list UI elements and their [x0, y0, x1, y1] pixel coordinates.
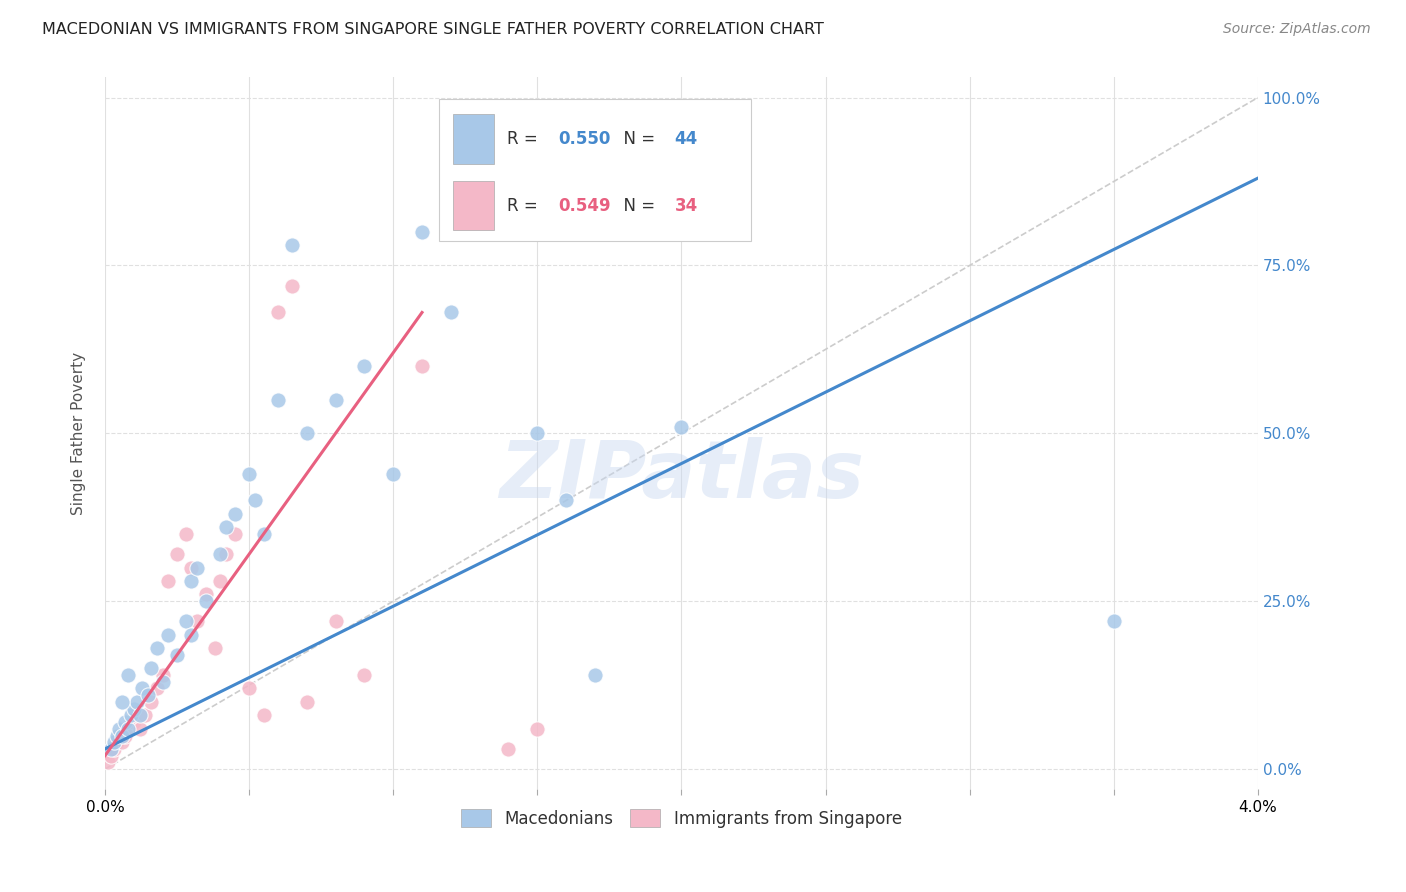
Point	[128, 708, 150, 723]
Text: R =: R =	[508, 129, 543, 148]
Point	[111, 729, 134, 743]
Point	[583, 668, 606, 682]
Point	[353, 668, 375, 682]
Point	[128, 722, 150, 736]
Point	[180, 560, 202, 574]
Point	[111, 695, 134, 709]
Point	[411, 359, 433, 374]
Point	[180, 574, 202, 588]
Point	[194, 594, 217, 608]
Point	[120, 708, 142, 723]
Point	[194, 587, 217, 601]
Point	[1102, 615, 1125, 629]
Point	[146, 681, 169, 696]
Point	[281, 238, 304, 252]
Point	[671, 419, 693, 434]
Point	[382, 467, 405, 481]
Text: N =: N =	[613, 196, 661, 215]
Point	[125, 695, 148, 709]
Bar	[453, 181, 494, 230]
Point	[252, 527, 274, 541]
Point	[252, 708, 274, 723]
Point	[108, 729, 131, 743]
Point	[174, 615, 197, 629]
Point	[295, 426, 318, 441]
Point	[97, 756, 120, 770]
Point	[295, 695, 318, 709]
Point	[186, 560, 208, 574]
Point	[215, 547, 238, 561]
Y-axis label: Single Father Poverty: Single Father Poverty	[72, 351, 86, 515]
Point	[166, 547, 188, 561]
Point	[100, 742, 122, 756]
Text: 34: 34	[675, 196, 697, 215]
Point	[152, 668, 174, 682]
Point	[238, 681, 260, 696]
Point	[498, 742, 520, 756]
Point	[146, 641, 169, 656]
Point	[122, 714, 145, 729]
Point	[114, 729, 136, 743]
Point	[224, 507, 246, 521]
Point	[243, 493, 266, 508]
Point	[526, 426, 548, 441]
Point	[131, 681, 153, 696]
Point	[440, 305, 463, 319]
Point	[111, 735, 134, 749]
Point	[186, 615, 208, 629]
Point	[117, 722, 139, 736]
Point	[353, 359, 375, 374]
Point	[209, 547, 232, 561]
Bar	[453, 114, 494, 163]
Point	[152, 674, 174, 689]
Point	[281, 278, 304, 293]
Point	[166, 648, 188, 662]
Legend: Macedonians, Immigrants from Singapore: Macedonians, Immigrants from Singapore	[454, 803, 908, 834]
Point	[238, 467, 260, 481]
Text: 0.550: 0.550	[558, 129, 610, 148]
Point	[204, 641, 226, 656]
Text: 0.549: 0.549	[558, 196, 610, 215]
Point	[325, 392, 347, 407]
Text: Source: ZipAtlas.com: Source: ZipAtlas.com	[1223, 22, 1371, 37]
Point	[105, 729, 128, 743]
FancyBboxPatch shape	[439, 99, 751, 241]
Text: 44: 44	[675, 129, 697, 148]
Point	[134, 708, 156, 723]
Point	[103, 735, 125, 749]
Point	[139, 695, 162, 709]
Text: MACEDONIAN VS IMMIGRANTS FROM SINGAPORE SINGLE FATHER POVERTY CORRELATION CHART: MACEDONIAN VS IMMIGRANTS FROM SINGAPORE …	[42, 22, 824, 37]
Point	[174, 527, 197, 541]
Point	[114, 714, 136, 729]
Point	[103, 742, 125, 756]
Point	[157, 574, 180, 588]
Point	[215, 520, 238, 534]
Point	[411, 225, 433, 239]
Point	[157, 628, 180, 642]
Point	[117, 722, 139, 736]
Point	[122, 701, 145, 715]
Point	[526, 722, 548, 736]
Point	[180, 628, 202, 642]
Point	[136, 688, 159, 702]
Point	[108, 722, 131, 736]
Point	[117, 668, 139, 682]
Point	[555, 493, 578, 508]
Point	[267, 305, 290, 319]
Point	[267, 392, 290, 407]
Point	[105, 735, 128, 749]
Point	[100, 748, 122, 763]
Point	[224, 527, 246, 541]
Text: ZIPatlas: ZIPatlas	[499, 437, 863, 515]
Text: R =: R =	[508, 196, 543, 215]
Text: N =: N =	[613, 129, 661, 148]
Point	[139, 661, 162, 675]
Point	[209, 574, 232, 588]
Point	[325, 615, 347, 629]
